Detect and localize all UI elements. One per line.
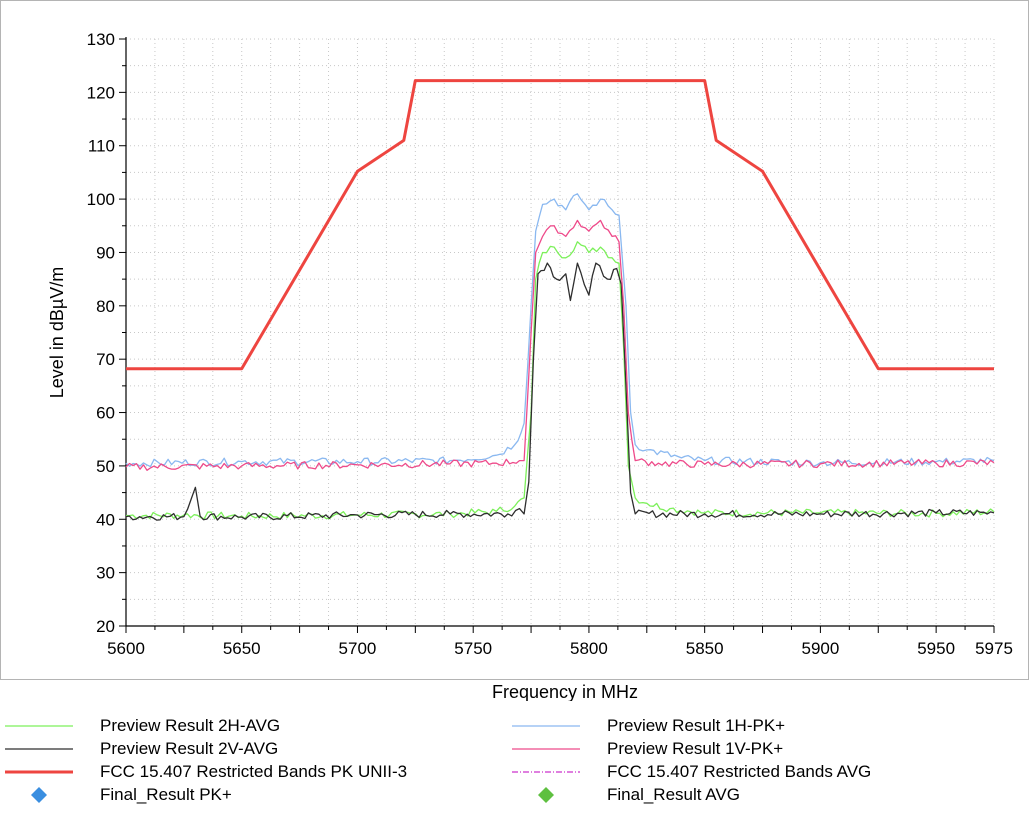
x-tick-label: 5600 — [107, 639, 145, 658]
y-tick-label: 50 — [96, 457, 115, 476]
legend-item: Final_Result AVG — [512, 785, 740, 805]
legend-symbol — [5, 739, 73, 759]
y-tick-label: 30 — [96, 564, 115, 583]
legend-symbol-graphic — [512, 725, 580, 727]
x-axis-title: Frequency in MHz — [492, 682, 638, 701]
y-tick-label: 110 — [88, 137, 115, 156]
y-tick-label: 100 — [87, 190, 115, 209]
x-tick-label: 5750 — [454, 639, 492, 658]
legend-item: FCC 15.407 Restricted Bands PK UNII-3 — [5, 762, 407, 782]
y-tick-label: 130 — [87, 30, 115, 49]
y-axis-title: Level in dBµV/m — [47, 267, 67, 398]
y-tick-label: 20 — [96, 617, 115, 636]
legend-symbol-graphic — [5, 770, 73, 774]
series-line — [125, 219, 995, 471]
legend-symbol — [5, 716, 73, 736]
legend-symbol — [512, 785, 580, 805]
legend-label: Final_Result AVG — [607, 785, 740, 804]
series-line — [125, 262, 995, 521]
legend-symbol — [5, 785, 73, 805]
y-tick-label: 80 — [96, 297, 115, 316]
x-tick-label: 5950 — [917, 639, 955, 658]
legend-item: Preview Result 1H-PK+ — [512, 716, 785, 736]
legend-symbol — [512, 739, 580, 759]
x-tick-label: 5900 — [801, 639, 839, 658]
legend-symbol — [5, 762, 73, 782]
series-line — [125, 193, 995, 468]
legend-item: Final_Result PK+ — [5, 785, 232, 805]
legend-label: Preview Result 1V-PK+ — [607, 739, 784, 758]
legend-symbol-graphic — [31, 787, 47, 803]
y-tick-label: 40 — [96, 510, 115, 529]
legend-label: Preview Result 2H-AVG — [100, 716, 281, 735]
diamond-marker — [538, 787, 554, 803]
legend-symbol — [512, 716, 580, 736]
y-tick-label: 120 — [87, 83, 115, 102]
x-tick-label: 5650 — [223, 639, 261, 658]
legend-symbol-graphic — [5, 725, 73, 727]
diamond-marker — [31, 787, 47, 803]
emission-chart: 20 30 40 50 60 70 80 90 100 110 120 130 5600 5650 5700… — [47, 30, 1013, 701]
legend: Preview Result 2H-AVG Preview Result 1H-… — [0, 710, 1031, 818]
legend-item: Preview Result 2H-AVG — [5, 716, 280, 736]
x-tick-label: 5700 — [339, 639, 377, 658]
y-tick-label: 70 — [96, 350, 115, 369]
x-tick-label: 5975 — [975, 639, 1013, 658]
legend-label: FCC 15.407 Restricted Bands PK UNII-3 — [100, 762, 408, 781]
series-line — [126, 79, 994, 371]
legend-label: FCC 15.407 Restricted Bands AVG — [607, 762, 872, 781]
x-tick-label: 5850 — [686, 639, 724, 658]
x-tick-label: 5800 — [570, 639, 608, 658]
legend-symbol — [512, 762, 580, 782]
legend-item: Preview Result 1V-PK+ — [512, 739, 783, 759]
legend-label: Final_Result PK+ — [100, 785, 232, 804]
y-tick-label: 90 — [96, 243, 115, 262]
legend-symbol-graphic — [5, 748, 73, 750]
legend-label: Preview Result 2V-AVG — [100, 739, 279, 758]
legend-item: Preview Result 2V-AVG — [5, 739, 278, 759]
legend-symbol-graphic — [512, 748, 580, 750]
legend-label: Preview Result 1H-PK+ — [607, 716, 786, 735]
legend-symbol-graphic — [538, 787, 554, 803]
chart-frame: 20 30 40 50 60 70 80 90 100 110 120 130 5600 5650 5700… — [0, 0, 1029, 701]
legend-symbol-graphic — [512, 771, 580, 773]
legend-item: FCC 15.407 Restricted Bands AVG — [512, 762, 871, 782]
y-tick-label: 60 — [96, 404, 115, 423]
